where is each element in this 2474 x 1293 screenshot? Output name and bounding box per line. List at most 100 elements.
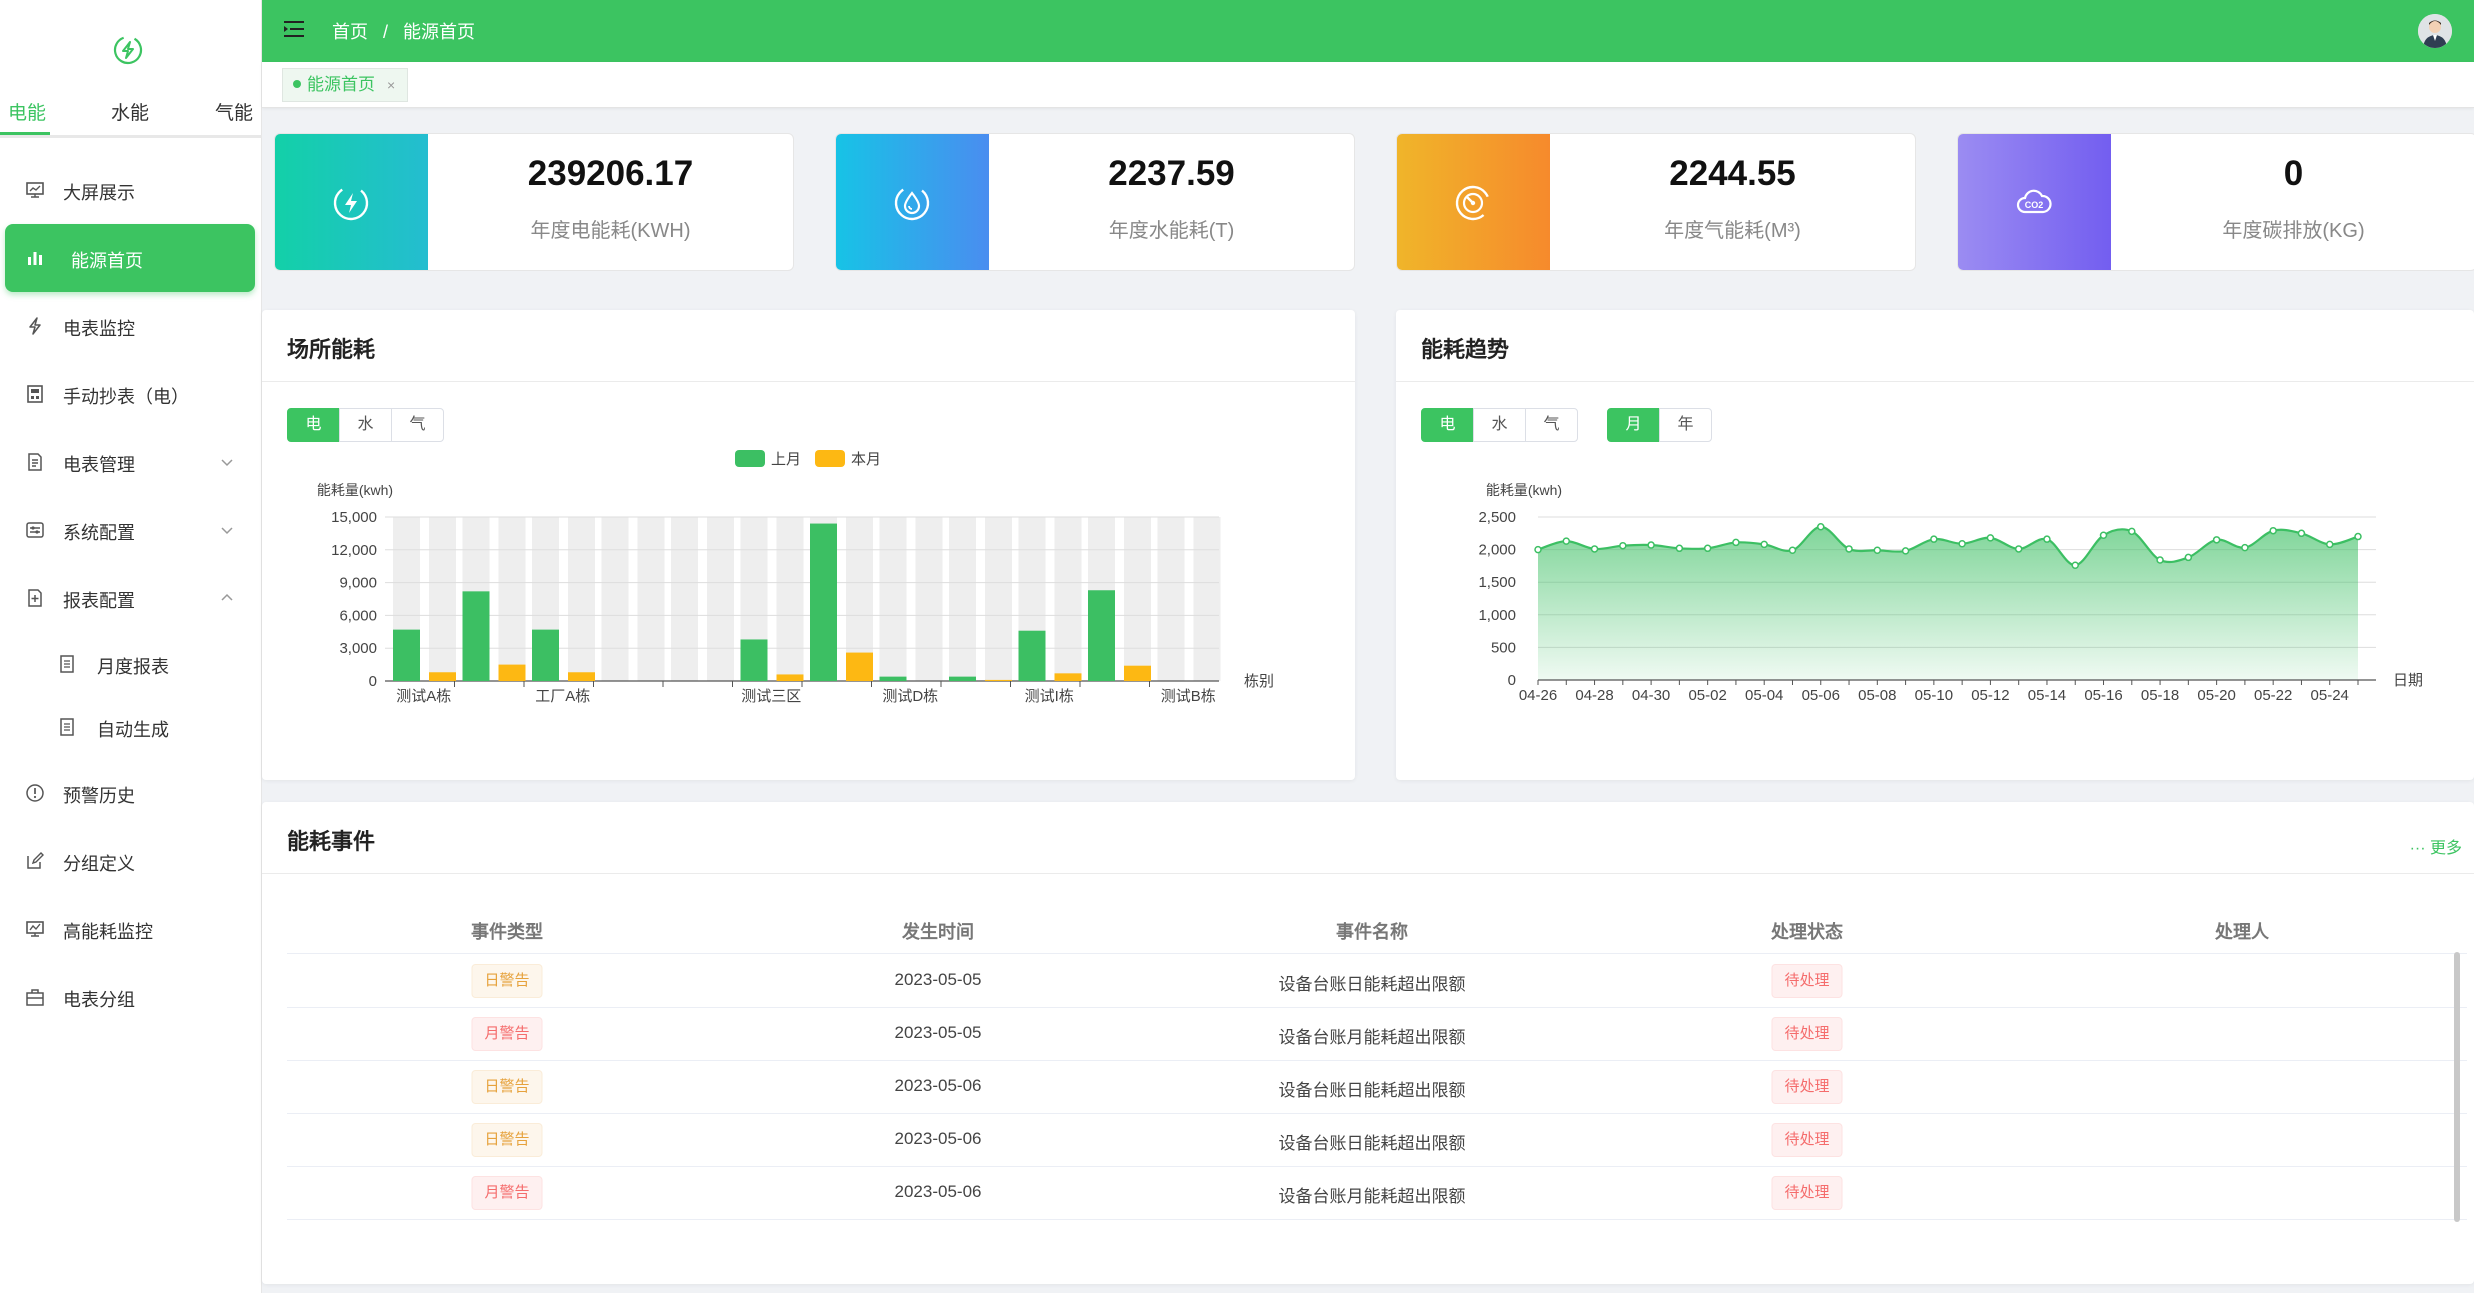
bar[interactable] <box>1018 630 1046 681</box>
data-point[interactable] <box>2156 556 2164 564</box>
data-point[interactable] <box>1901 547 1910 555</box>
menu-toggle-icon[interactable] <box>282 18 306 40</box>
data-point[interactable] <box>2128 527 2136 536</box>
data-point[interactable] <box>2184 553 2193 562</box>
sidebar-item-group-definition[interactable]: 分组定义 <box>5 827 255 895</box>
sidebar-item-report-config[interactable]: 报表配置 <box>5 564 255 632</box>
data-point[interactable] <box>2043 535 2051 543</box>
data-point[interactable] <box>2354 532 2362 541</box>
legend-label[interactable]: 上月 <box>771 451 801 468</box>
sidebar-item-meter-group[interactable]: 电表分组 <box>5 963 255 1031</box>
switch-year[interactable]: 年 <box>1659 408 1712 442</box>
data-point[interactable] <box>1760 540 1768 549</box>
bar-background <box>1193 517 1221 681</box>
active-tab-indicator <box>0 132 50 135</box>
sidebar-item-system-config[interactable]: 系统配置 <box>5 496 255 564</box>
stat-card-gas: 2244.55 年度气能耗(M³) <box>1396 133 1916 271</box>
data-point[interactable] <box>2297 529 2306 538</box>
x-axis-label: 栋别 <box>1244 672 1274 690</box>
bar[interactable] <box>810 523 837 681</box>
bar[interactable] <box>776 674 804 681</box>
more-link[interactable]: ··· 更多 <box>2409 840 2462 857</box>
data-point[interactable] <box>1873 546 1882 555</box>
legend-swatch[interactable] <box>815 450 845 467</box>
data-point[interactable] <box>2269 526 2277 535</box>
table-row[interactable]: 日警告 2023-05-06 设备台账日能耗超出限额 待处理 <box>287 1061 2467 1114</box>
status-badge: 待处理 <box>1771 1017 1843 1051</box>
switch-gas[interactable]: 气 <box>391 408 444 442</box>
data-point[interactable] <box>1675 544 1684 553</box>
switch-gas[interactable]: 气 <box>1525 408 1578 442</box>
sidebar-item-meter-management[interactable]: 电表管理 <box>5 428 255 496</box>
table-row[interactable]: 月警告 2023-05-06 设备台账月能耗超出限额 待处理 <box>287 1167 2467 1220</box>
sidebar-item-big-screen[interactable]: 大屏展示 <box>5 156 255 224</box>
bar[interactable] <box>498 664 526 681</box>
bar[interactable] <box>429 672 456 681</box>
breadcrumb-home[interactable]: 首页 <box>332 22 368 42</box>
stat-label: 年度碳排放(KG) <box>2222 220 2365 242</box>
x-tick-label: 05-02 <box>1688 687 1726 704</box>
sidebar-item-alert-history[interactable]: 预警历史 <box>5 759 255 827</box>
avatar[interactable] <box>2418 14 2452 48</box>
x-tick-label: 测试A栋 <box>396 687 451 705</box>
sidebar-item-high-consumption-monitor[interactable]: 高能耗监控 <box>5 895 255 963</box>
legend-label[interactable]: 本月 <box>851 451 881 468</box>
table-row[interactable]: 日警告 2023-05-06 设备台账日能耗超出限额 待处理 <box>287 1114 2467 1167</box>
switch-water[interactable]: 水 <box>339 408 392 442</box>
data-point[interactable] <box>1647 541 1655 549</box>
data-point[interactable] <box>1732 538 1740 547</box>
data-point[interactable] <box>1590 545 1599 553</box>
data-point[interactable] <box>2071 561 2079 569</box>
bar[interactable] <box>393 629 420 681</box>
bar[interactable] <box>568 672 595 681</box>
tab-water[interactable]: 水能 <box>111 103 150 124</box>
sidebar-item-auto-generate[interactable]: 自动生成 <box>5 693 255 761</box>
y-tick-label: 0 <box>369 673 377 690</box>
legend-swatch[interactable] <box>735 450 765 467</box>
bar[interactable] <box>949 676 976 681</box>
switch-electric[interactable]: 电 <box>287 408 340 442</box>
tab-gas[interactable]: 气能 <box>215 103 254 124</box>
bar[interactable] <box>985 679 1012 681</box>
sidebar-item-meter-monitor[interactable]: 电表监控 <box>5 292 255 360</box>
data-point[interactable] <box>1845 545 1853 553</box>
y-tick-label: 1,500 <box>1478 574 1516 591</box>
data-point[interactable] <box>2212 536 2221 544</box>
data-point[interactable] <box>2241 543 2249 552</box>
table-row[interactable]: 日警告 2023-05-05 设备台账日能耗超出限额 待处理 <box>287 955 2467 1008</box>
sidebar-item-monthly-report[interactable]: 月度报表 <box>5 630 255 698</box>
bar[interactable] <box>879 676 907 681</box>
bar[interactable] <box>1088 590 1115 681</box>
data-point[interactable] <box>2014 545 2023 553</box>
sidebar-item-energy-home[interactable]: 能源首页 <box>5 224 255 292</box>
chevron-up-icon <box>221 593 233 601</box>
event-time: 2023-05-05 <box>894 970 982 989</box>
tab-electric[interactable]: 电能 <box>8 103 47 124</box>
event-type-badge: 月警告 <box>471 1176 543 1210</box>
data-point[interactable] <box>1562 537 1571 545</box>
data-point[interactable] <box>1930 535 1938 543</box>
data-point[interactable] <box>1534 545 1542 554</box>
data-point[interactable] <box>1703 544 1712 553</box>
data-point[interactable] <box>1619 541 1627 550</box>
data-point[interactable] <box>1986 534 1995 542</box>
data-point[interactable] <box>1788 546 1797 555</box>
data-point[interactable] <box>2099 531 2108 540</box>
data-point[interactable] <box>2325 540 2334 549</box>
tag-close-icon[interactable]: × <box>387 77 396 93</box>
switch-month[interactable]: 月 <box>1607 408 1660 442</box>
sidebar-item-manual-reading[interactable]: 手动抄表（电） <box>5 360 255 428</box>
bar[interactable] <box>740 639 768 681</box>
bar[interactable] <box>846 652 873 681</box>
data-point[interactable] <box>1958 539 1966 548</box>
table-scrollbar[interactable] <box>2454 952 2460 1222</box>
energy-events-panel: 能耗事件 ··· 更多 事件类型 发生时间 事件名称 处理状态 处理人 日警告 2… <box>262 802 2474 1284</box>
bar[interactable] <box>1124 665 1151 681</box>
bar[interactable] <box>1054 673 1082 681</box>
stat-value: 2237.59 <box>1108 154 1235 193</box>
bar[interactable] <box>532 629 559 681</box>
data-point[interactable] <box>1817 523 1825 531</box>
tag-energy-home[interactable]: 能源首页 × <box>282 68 409 102</box>
bar[interactable] <box>462 591 490 681</box>
table-row[interactable]: 月警告 2023-05-05 设备台账月能耗超出限额 待处理 <box>287 1008 2467 1061</box>
